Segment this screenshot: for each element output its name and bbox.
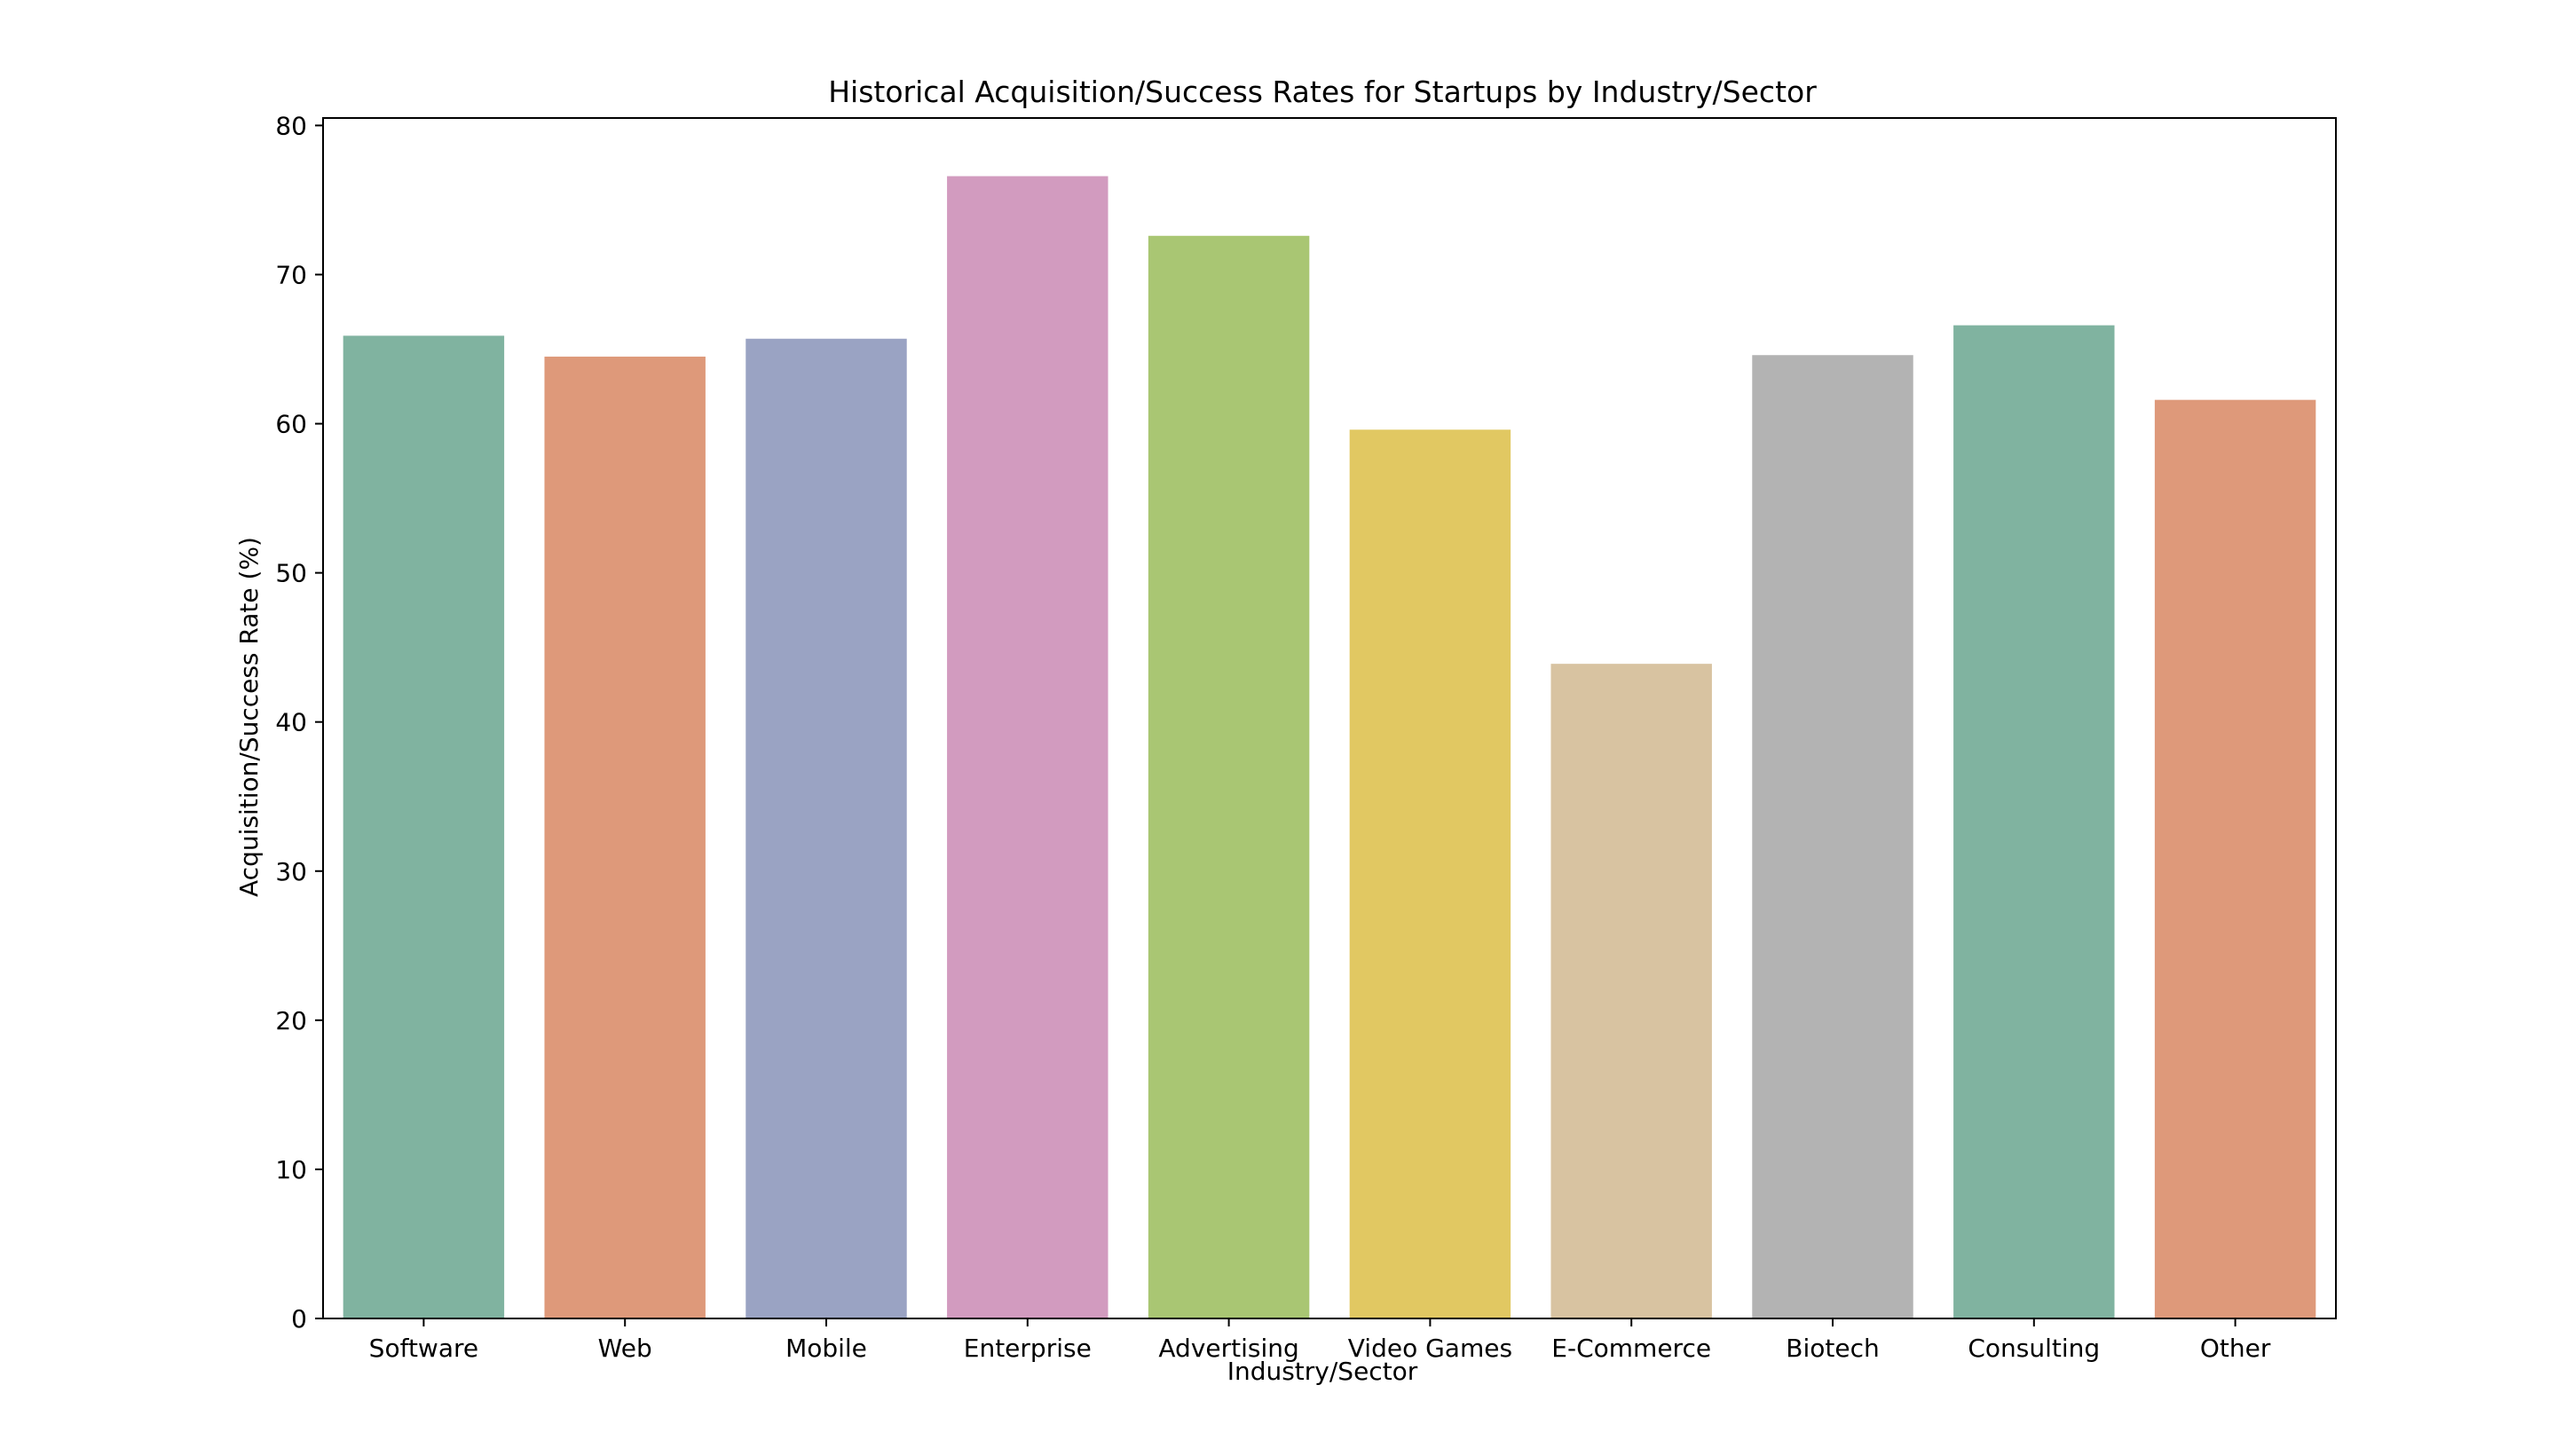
x-tick-label: Mobile (785, 1334, 867, 1363)
bars-group (343, 176, 2316, 1319)
bar-consulting (1953, 325, 2115, 1319)
bar-video-games (1349, 429, 1511, 1319)
x-tick-label: Enterprise (964, 1334, 1092, 1363)
x-axis-label: Industry/Sector (1227, 1357, 1418, 1386)
bar-e-commerce (1550, 664, 1712, 1318)
x-tick-label: Web (598, 1334, 652, 1363)
bar-mobile (746, 338, 907, 1319)
x-tick-label: Other (2200, 1334, 2271, 1363)
bar-web (544, 356, 706, 1319)
y-tick-label: 20 (275, 1006, 307, 1035)
y-axis: 0 10 20 30 40 50 60 70 80 (275, 111, 323, 1334)
x-axis: Software Web Mobile Enterprise Advertising Vi… (369, 1318, 2271, 1363)
y-tick-label: 40 (275, 708, 307, 737)
x-tick-label: Biotech (1786, 1334, 1879, 1363)
y-tick-label: 10 (275, 1155, 307, 1184)
x-tick-label: E-Commerce (1551, 1334, 1711, 1363)
plot-frame (322, 117, 2337, 1319)
y-tick-label: 0 (291, 1304, 307, 1334)
x-tick-label: Advertising (1158, 1334, 1298, 1363)
y-tick-label: 30 (275, 857, 307, 886)
x-tick-label: Software (369, 1334, 478, 1363)
x-tick-label: Video Games (1348, 1334, 1512, 1363)
bar-software (343, 335, 505, 1319)
y-tick-label: 70 (275, 260, 307, 289)
bar-biotech (1752, 355, 1913, 1318)
y-tick-label: 60 (275, 410, 307, 439)
chart-title: Historical Acquisition/Success Rates for… (828, 75, 1817, 109)
y-tick-label: 50 (275, 559, 307, 588)
bar-other (2154, 399, 2316, 1318)
bar-advertising (1148, 235, 1310, 1319)
y-tick-label: 80 (275, 111, 307, 140)
bar-enterprise (947, 176, 1108, 1318)
y-axis-label: Acquisition/Success Rate (%) (234, 537, 264, 897)
x-tick-label: Consulting (1968, 1334, 2100, 1363)
